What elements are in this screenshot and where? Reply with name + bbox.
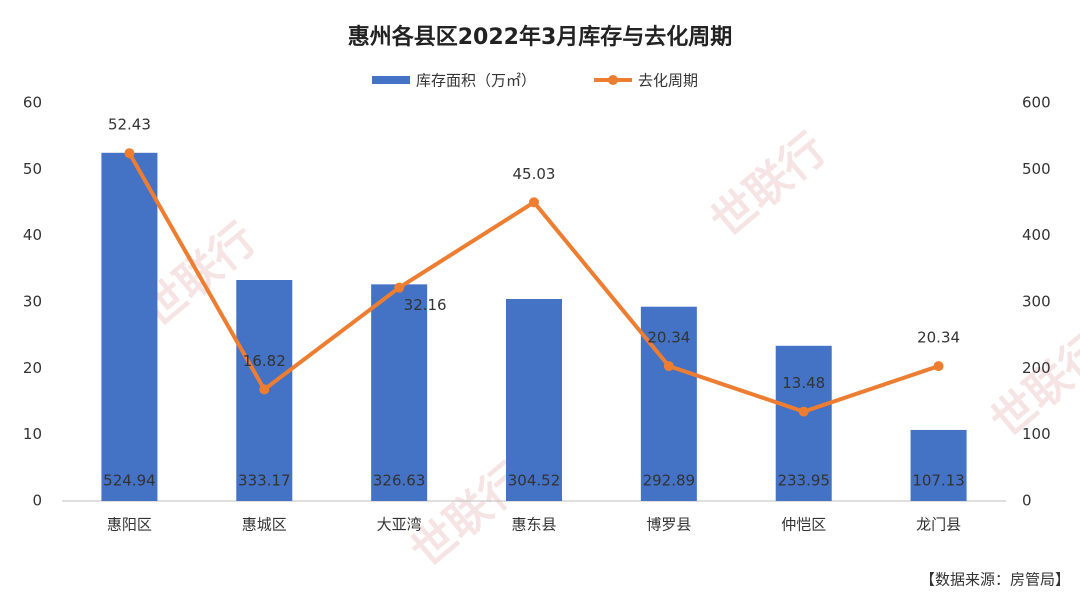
legend-label: 去化周期: [638, 72, 698, 90]
x-tick-label: 惠城区: [242, 516, 287, 534]
source-note: 【数据来源：房管局】: [920, 571, 1070, 589]
x-tick-label: 惠东县: [511, 516, 556, 534]
y-tick-label: 10: [23, 425, 42, 443]
chart-title: 惠州各县区2022年3月库存与去化周期: [348, 24, 733, 50]
x-tick-label: 博罗县: [646, 516, 691, 534]
line-value-label: 52.43: [108, 116, 151, 134]
bar-value-label: 107.13: [912, 472, 965, 490]
bar-value-label: 233.95: [777, 472, 830, 490]
line-value-label: 20.34: [647, 329, 690, 347]
y-tick-label: 20: [23, 359, 42, 377]
legend-swatch: [608, 75, 618, 85]
bar-value-label: 292.89: [643, 472, 696, 490]
line-point: [529, 197, 539, 208]
bar: [371, 284, 428, 501]
watermark: 世联行: [702, 124, 836, 248]
bar: [101, 152, 158, 501]
line-point: [394, 282, 405, 293]
bar-value-label: 304.52: [508, 472, 561, 490]
y2-tick-label: 100: [1022, 425, 1051, 443]
y2-tick-label: 500: [1022, 160, 1051, 178]
y2-tick-label: 400: [1022, 226, 1051, 244]
x-tick-label: 惠阳区: [107, 516, 152, 534]
line-value-label: 32.16: [404, 296, 447, 314]
y2-tick-label: 600: [1022, 94, 1051, 112]
line-point: [124, 148, 135, 159]
bar-value-label: 326.63: [373, 472, 426, 490]
bar: [640, 306, 697, 501]
legend-swatch: [372, 76, 410, 84]
line-point: [663, 361, 674, 372]
line-point: [259, 384, 270, 395]
y-tick-label: 40: [23, 226, 42, 244]
line-point: [933, 361, 944, 372]
line-value-label: 16.82: [243, 352, 286, 370]
y-tick-label: 30: [23, 293, 42, 311]
legend-label: 库存面积（万㎡）: [416, 72, 536, 90]
y2-tick-label: 0: [1022, 492, 1032, 510]
line-value-label: 45.03: [513, 165, 556, 183]
x-tick-label: 仲恺区: [781, 516, 826, 534]
x-tick-label: 大亚湾: [377, 516, 422, 534]
y-tick-label: 60: [23, 94, 42, 112]
line-value-label: 13.48: [782, 374, 825, 392]
y2-tick-label: 300: [1022, 293, 1051, 311]
bar: [910, 429, 967, 501]
line-point: [798, 406, 809, 417]
y-tick-label: 0: [32, 492, 42, 510]
bar: [506, 299, 562, 501]
y2-tick-label: 200: [1022, 359, 1051, 377]
bar-value-label: 524.94: [103, 472, 156, 490]
line-value-label: 20.34: [917, 329, 960, 347]
bar-value-label: 333.17: [238, 472, 291, 490]
bar: [775, 345, 832, 501]
x-tick-label: 龙门县: [916, 516, 961, 534]
y-tick-label: 50: [23, 160, 42, 178]
